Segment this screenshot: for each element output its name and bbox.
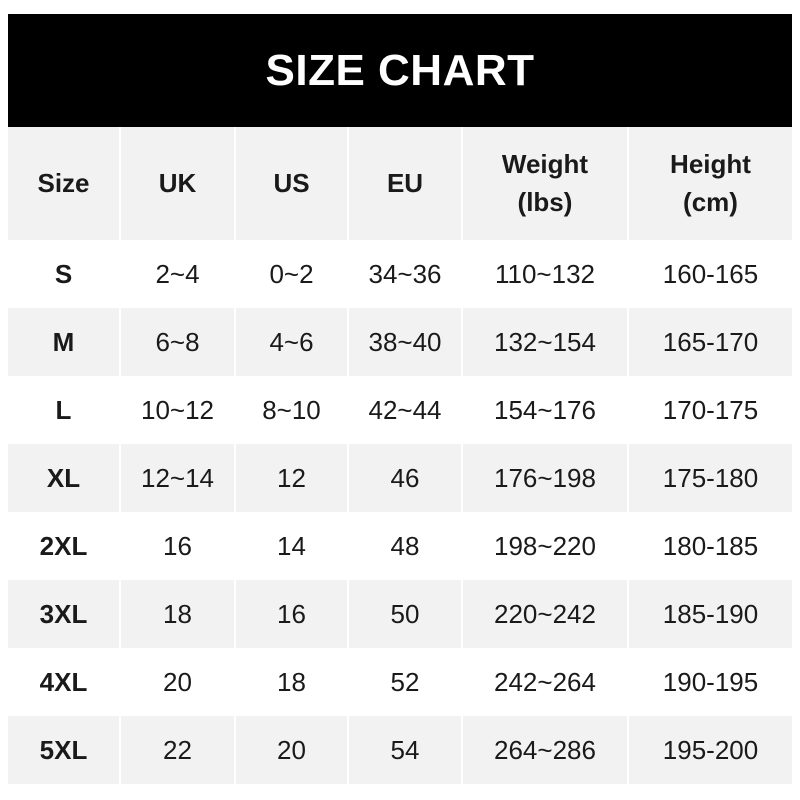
table-cell: 220~242 (461, 580, 628, 648)
table-cell: 20 (234, 716, 348, 784)
table-cell: 198~220 (461, 512, 628, 580)
table-row: 4XL 20 18 52 242~264 190-195 (8, 648, 792, 716)
table-cell: 12~14 (119, 444, 235, 512)
table-cell: 22 (119, 716, 235, 784)
table-cell: 52 (347, 648, 462, 716)
table-cell: 175-180 (627, 444, 792, 512)
table-cell: 132~154 (461, 308, 628, 376)
column-header-text: (lbs) (517, 186, 573, 217)
table-cell: 264~286 (461, 716, 628, 784)
table-cell: 48 (347, 512, 462, 580)
table-cell: 165-170 (627, 308, 792, 376)
table-cell: 190-195 (627, 648, 792, 716)
table-cell: 50 (347, 580, 462, 648)
column-header-text: Size (37, 167, 90, 198)
table-row: S 2~4 0~2 34~36 110~132 160-165 (8, 240, 792, 308)
size-label: 2XL (39, 530, 88, 561)
table-row: M 6~8 4~6 38~40 132~154 165-170 (8, 308, 792, 376)
column-header: Weight (lbs) (461, 127, 628, 240)
column-header-text: Weight (501, 148, 589, 179)
table-cell: 14 (234, 512, 348, 580)
table-cell: 0~2 (234, 240, 348, 308)
column-header: UK (119, 127, 235, 240)
table-cell: 110~132 (461, 240, 628, 308)
table-cell: 46 (347, 444, 462, 512)
size-label: S (54, 258, 73, 289)
column-header: Size (8, 127, 120, 240)
header-row: Size UK US EU Weight (lbs) Height (cm) (8, 127, 792, 240)
table-cell: 160-165 (627, 240, 792, 308)
table-cell: 180-185 (627, 512, 792, 580)
table-cell: 18 (119, 580, 235, 648)
table-cell: 16 (234, 580, 348, 648)
column-header: EU (347, 127, 462, 240)
table-row: 5XL 22 20 54 264~286 195-200 (8, 716, 792, 784)
table-cell: 242~264 (461, 648, 628, 716)
table-row: 3XL 18 16 50 220~242 185-190 (8, 580, 792, 648)
page-title: SIZE CHART (8, 14, 792, 127)
size-label: M (8, 308, 120, 376)
table-cell: 176~198 (461, 444, 628, 512)
table-cell: 34~36 (347, 240, 462, 308)
table-cell: 10~12 (119, 376, 235, 444)
table-cell: 2~4 (119, 240, 235, 308)
table-cell: 185-190 (627, 580, 792, 648)
table-cell: 18 (234, 648, 348, 716)
column-header-text: Height (670, 148, 751, 179)
table-cell: 42~44 (347, 376, 462, 444)
table-cell: 195-200 (627, 716, 792, 784)
size-label: 3XL (8, 580, 120, 648)
table-row: L 10~12 8~10 42~44 154~176 170-175 (8, 376, 792, 444)
table-cell: 20 (119, 648, 235, 716)
size-chart-table: Size UK US EU Weight (lbs) Height (cm) S 2~4 0~2 3… (8, 127, 792, 784)
table-cell: 38~40 (347, 308, 462, 376)
table-cell: 16 (119, 512, 235, 580)
size-label: 4XL (39, 666, 88, 697)
table-cell: 154~176 (461, 376, 628, 444)
table-row: 2XL 16 14 48 198~220 180-185 (8, 512, 792, 580)
table-cell: 4~6 (234, 308, 348, 376)
table-row: XL 12~14 12 46 176~198 175-180 (8, 444, 792, 512)
column-header-text: EU (386, 167, 424, 198)
size-label: L (55, 394, 72, 425)
table-cell: 12 (234, 444, 348, 512)
column-header: Height (cm) (627, 127, 792, 240)
table-cell: 54 (347, 716, 462, 784)
column-header: US (234, 127, 348, 240)
table-cell: 8~10 (234, 376, 348, 444)
size-label: 5XL (8, 716, 120, 784)
column-header-text: UK (158, 167, 197, 198)
table-cell: 6~8 (119, 308, 235, 376)
size-label: XL (8, 444, 120, 512)
column-header-text: (cm) (683, 186, 738, 217)
column-header-text: US (273, 167, 310, 198)
table-cell: 170-175 (627, 376, 792, 444)
